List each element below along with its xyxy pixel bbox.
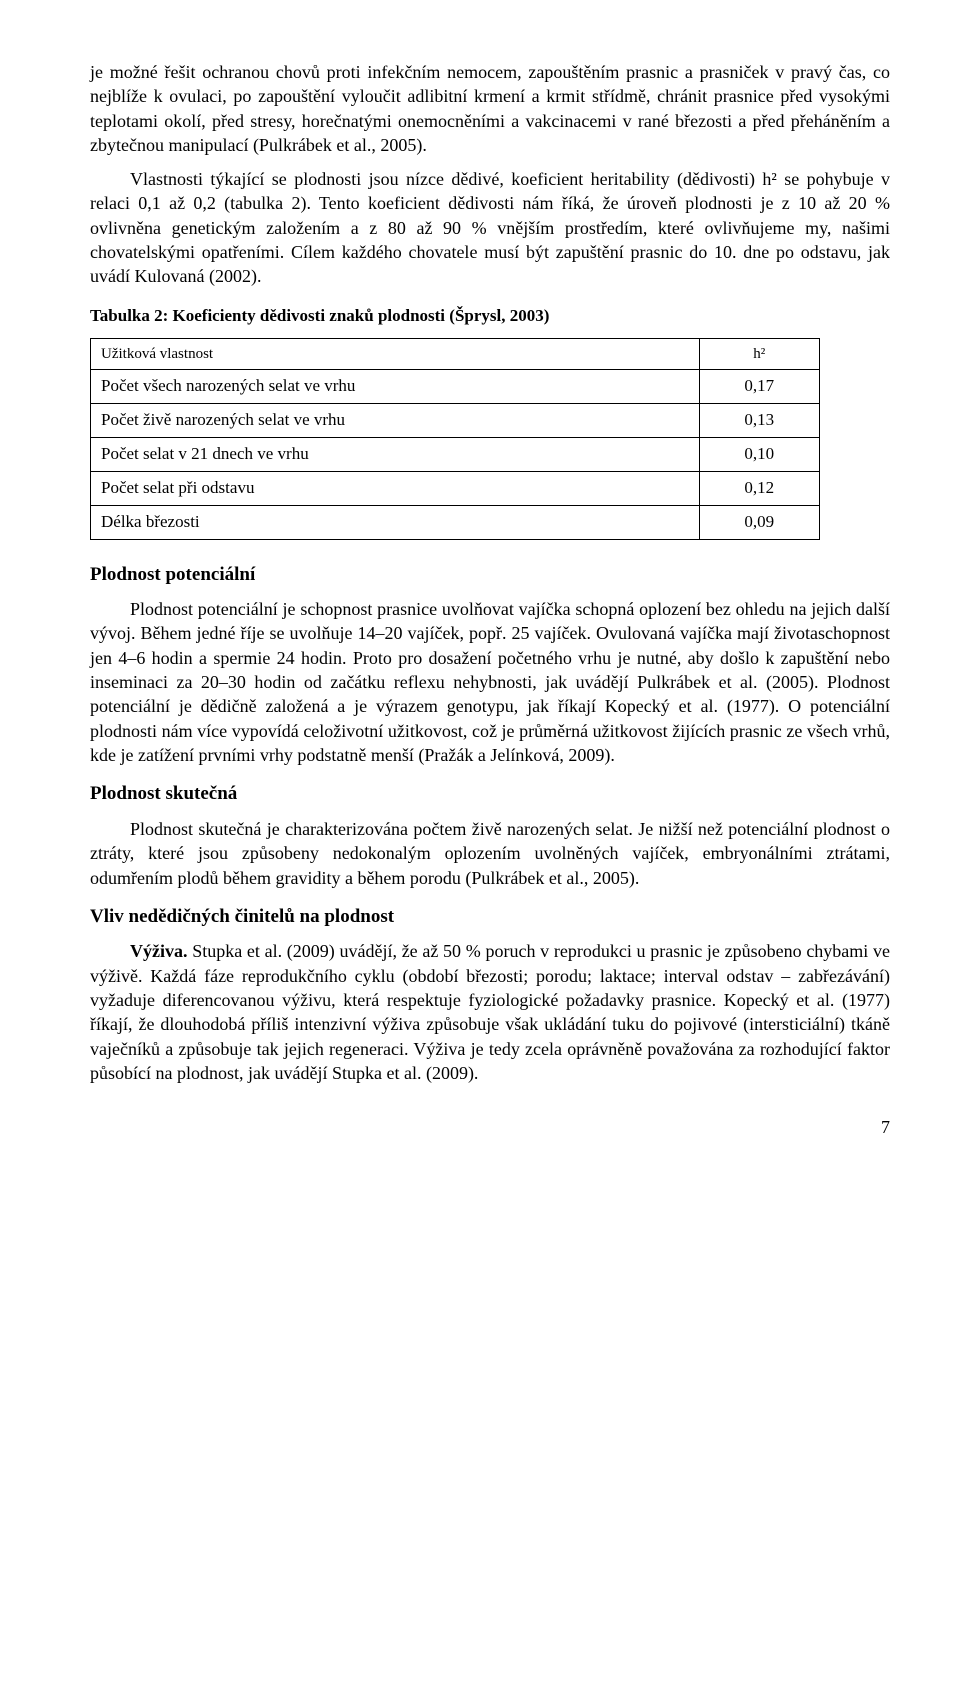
nutrition-lead: Výživa. xyxy=(130,941,188,961)
table-row-value: 0,09 xyxy=(699,505,819,539)
paragraph-nutrition: Výživa. Stupka et al. (2009) uvádějí, že… xyxy=(90,939,890,1085)
page-number: 7 xyxy=(90,1115,890,1139)
heading-nonhereditary: Vliv nedědičných činitelů na plodnost xyxy=(90,904,890,930)
table-row-label: Počet živě narozených selat ve vrhu xyxy=(91,403,700,437)
table-row-value: 0,12 xyxy=(699,471,819,505)
table-head-value: h² xyxy=(699,338,819,369)
table-head-label: Užitková vlastnost xyxy=(91,338,700,369)
paragraph-potential: Plodnost potenciální je schopnost prasni… xyxy=(90,597,890,767)
table-row-label: Počet selat při odstavu xyxy=(91,471,700,505)
table-row-label: Počet selat v 21 dnech ve vrhu xyxy=(91,437,700,471)
table-row-value: 0,10 xyxy=(699,437,819,471)
heading-actual-fertility: Plodnost skutečná xyxy=(90,781,890,807)
paragraph-actual: Plodnost skutečná je charakterizována po… xyxy=(90,817,890,890)
paragraph-intro-1: je možné řešit ochranou chovů proti infe… xyxy=(90,60,890,157)
table-row-value: 0,13 xyxy=(699,403,819,437)
nutrition-body: Stupka et al. (2009) uvádějí, že až 50 %… xyxy=(90,941,890,1082)
table-row-value: 0,17 xyxy=(699,369,819,403)
paragraph-intro-2: Vlastnosti týkající se plodnosti jsou ní… xyxy=(90,167,890,288)
table-row-label: Počet všech narozených selat ve vrhu xyxy=(91,369,700,403)
heritability-table: Užitková vlastnost h² Počet všech naroze… xyxy=(90,338,820,540)
table-caption: Tabulka 2: Koeficienty dědivosti znaků p… xyxy=(90,305,890,328)
heading-potential-fertility: Plodnost potenciální xyxy=(90,562,890,588)
table-row-label: Délka březosti xyxy=(91,505,700,539)
